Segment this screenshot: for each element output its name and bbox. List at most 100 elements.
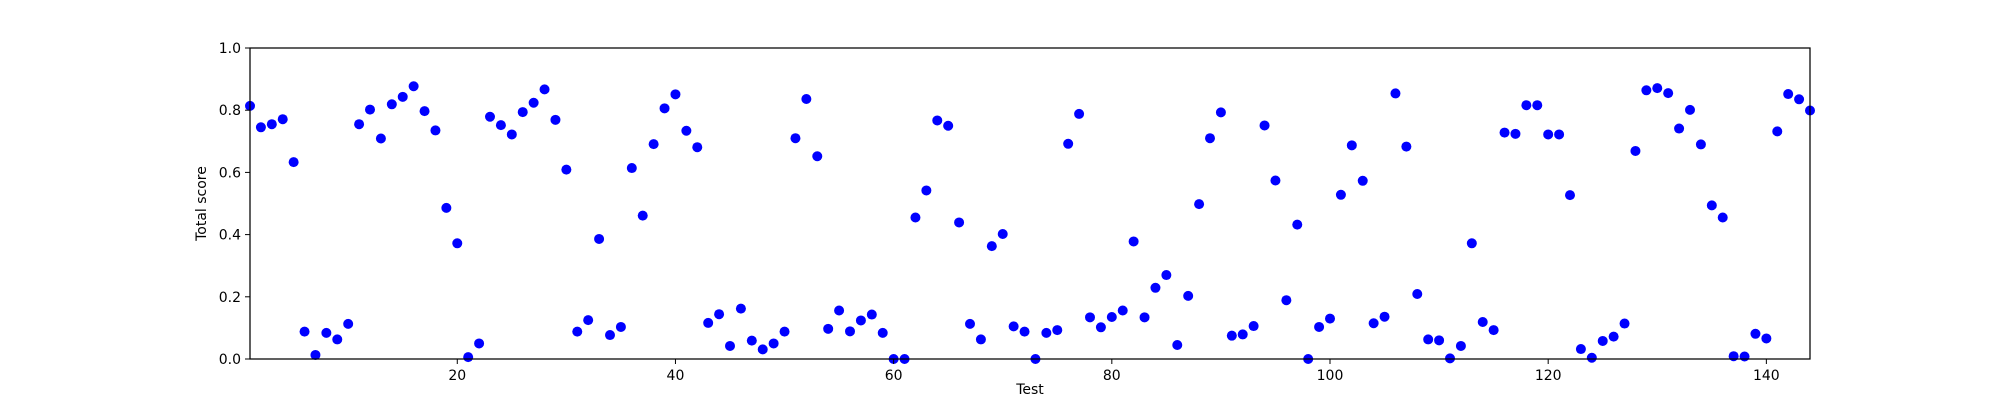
data-point [615,321,626,332]
data-point [1357,175,1368,186]
data-point [1248,321,1259,332]
data-point [921,185,932,196]
data-point [343,318,354,329]
data-point [1674,123,1685,134]
data-point [1739,351,1750,362]
data-point [1663,88,1674,99]
x-axis-label: Test [1015,382,1044,398]
data-point [746,335,757,346]
data-point [572,326,583,337]
data-point [790,133,801,144]
data-point [1008,321,1019,332]
data-point [539,84,550,95]
data-point [997,228,1008,239]
data-point [703,317,714,328]
y-tick-label: 0.8 [219,103,241,119]
data-point [1586,352,1597,363]
data-point [1412,289,1423,299]
data-point [561,164,572,175]
y-tick-label: 0.6 [219,165,241,181]
data-point [1226,330,1237,341]
data-point [485,111,495,122]
data-point [812,151,823,162]
data-point [1259,120,1270,131]
data-point [1314,321,1325,332]
data-point [725,340,735,351]
data-point [1292,219,1303,230]
y-tick-label: 0.4 [219,228,241,244]
data-point [714,309,725,320]
data-point [1085,312,1095,323]
data-point [1532,100,1543,111]
data-point [768,338,779,349]
data-point [1455,340,1466,351]
x-tick-label: 60 [885,368,903,384]
data-point [1794,94,1805,105]
data-point [288,157,299,168]
data-point [626,163,637,174]
data-point [1368,318,1379,329]
data-point [1499,127,1510,138]
data-point [1325,313,1335,324]
data-point [877,327,888,338]
x-tick-label: 100 [1317,368,1344,384]
data-point [1772,126,1783,137]
data-point [1281,295,1292,306]
data-point [845,326,855,337]
data-point [1063,138,1074,149]
data-point [1728,351,1739,362]
x-tick-label: 20 [448,368,466,384]
data-point [1172,340,1183,350]
data-point [910,212,921,223]
data-point [528,97,539,108]
data-point [1346,140,1357,151]
data-point [1488,325,1499,336]
x-axis-ticks: 20 40 60 80 100 120 140 [448,359,1780,384]
plot-area-frame [249,47,1811,360]
data-point [463,352,474,363]
data-point [801,94,812,104]
data-point [354,119,365,130]
data-point [441,202,452,213]
data-point [375,133,386,144]
data-point [1750,328,1761,339]
data-point [757,344,768,355]
data-point [1554,129,1565,140]
data-point [834,305,845,316]
data-point [321,327,332,338]
data-point [419,106,430,117]
data-point [1652,83,1663,94]
data-point [1466,238,1477,249]
data-point [1630,145,1641,156]
data-point [681,125,692,136]
data-point [866,309,877,320]
data-point [1477,316,1488,327]
data-point [1619,318,1630,329]
data-point [1695,139,1706,150]
y-tick-label: 0.2 [219,290,241,306]
data-point [779,326,790,337]
data-point [310,349,321,360]
data-point [1205,133,1215,144]
data-point [1117,305,1128,316]
data-point [1215,107,1226,118]
data-point [1041,327,1052,338]
data-point [1019,326,1030,337]
data-point [386,99,397,110]
y-axis-label: Total score [194,166,210,242]
data-point [1194,199,1205,210]
data-point [1150,282,1161,293]
data-point [517,107,528,118]
data-point [365,104,375,115]
x-tick-label: 80 [1103,368,1121,384]
data-point [1761,333,1772,344]
data-point [975,334,986,345]
data-point [408,81,419,92]
data-point [550,114,561,125]
data-point [692,142,703,153]
data-point [1074,108,1085,119]
y-tick-label: 1.0 [219,41,241,57]
data-point [1161,270,1172,281]
